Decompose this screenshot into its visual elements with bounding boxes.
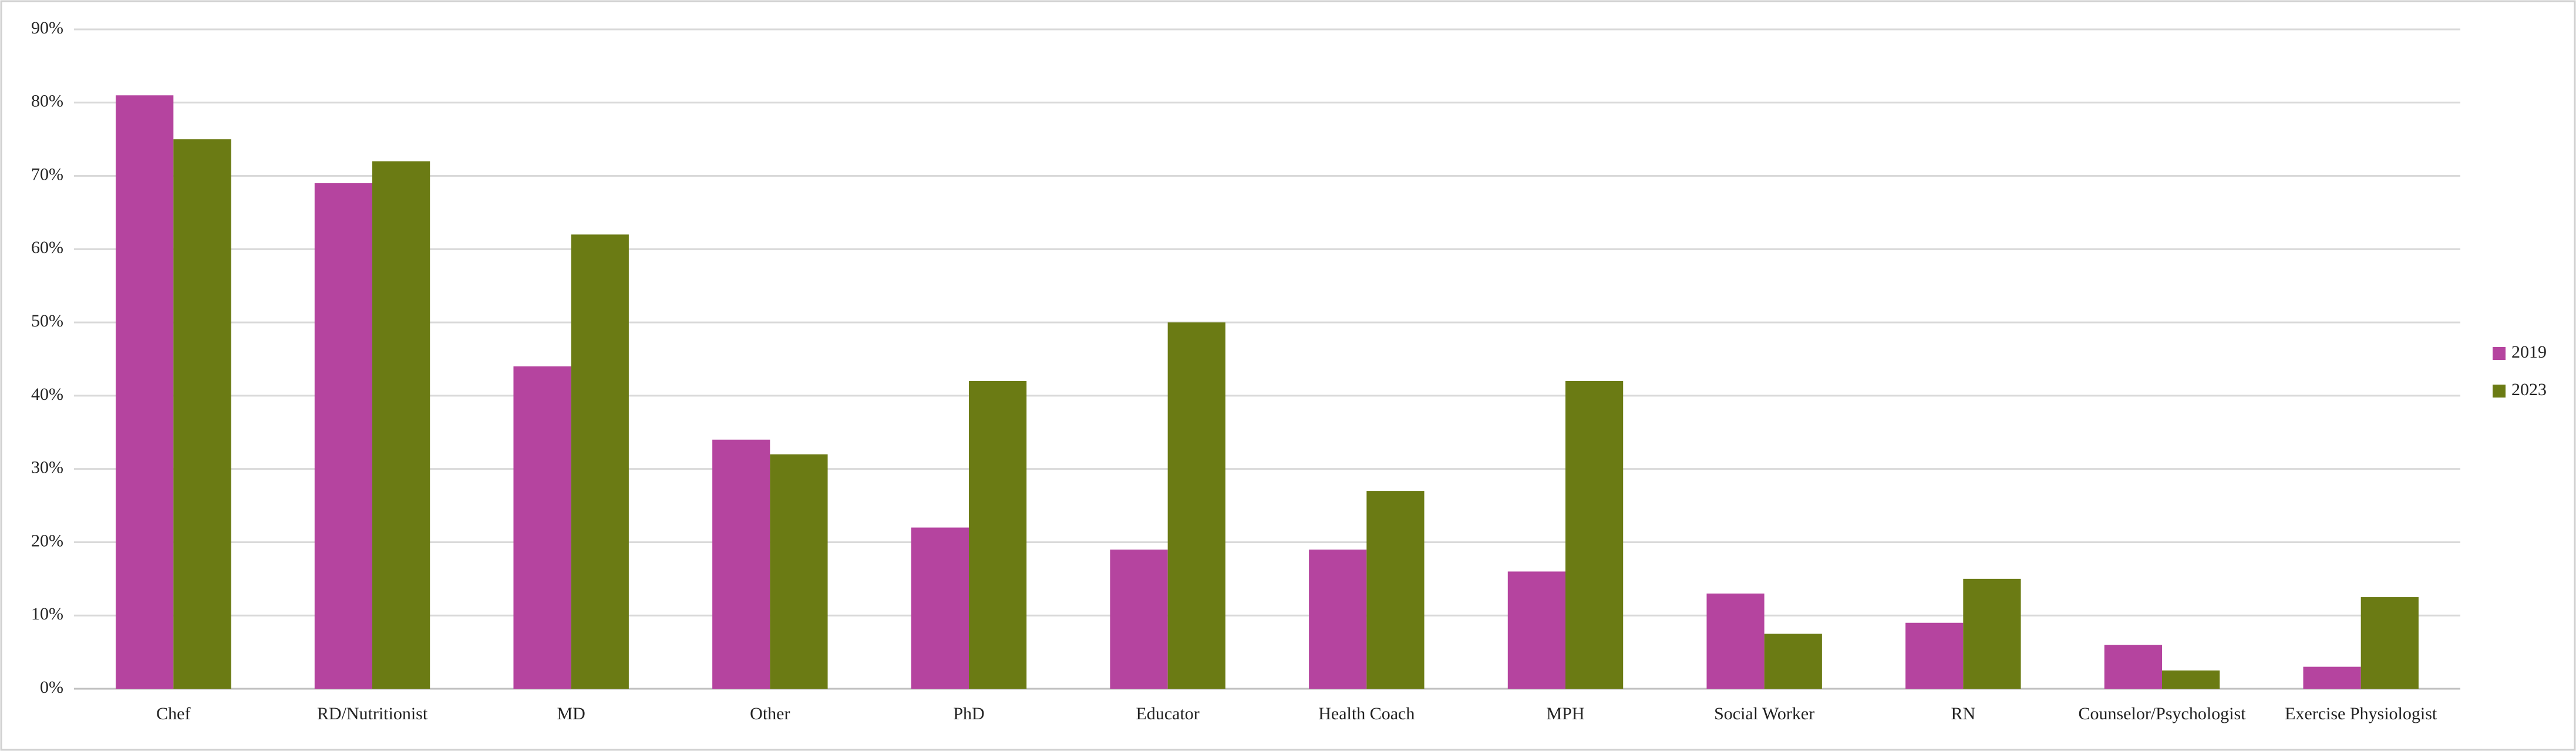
x-tick-label: Social Worker bbox=[1714, 704, 1814, 723]
bar bbox=[2104, 645, 2162, 689]
bar bbox=[1706, 593, 1765, 689]
bar bbox=[513, 366, 571, 689]
bar bbox=[1167, 322, 1225, 689]
legend-swatch bbox=[2493, 385, 2506, 398]
bar bbox=[1764, 634, 1822, 689]
y-tick-label: 80% bbox=[31, 92, 63, 111]
bar bbox=[1110, 549, 1168, 689]
bar bbox=[1963, 578, 2021, 689]
x-tick-label: MPH bbox=[1546, 704, 1584, 723]
bar bbox=[1309, 549, 1367, 689]
x-tick-label: PhD bbox=[953, 704, 984, 723]
bar bbox=[116, 95, 174, 689]
bar bbox=[2162, 670, 2220, 689]
bar bbox=[911, 527, 969, 689]
y-tick-label: 40% bbox=[31, 385, 63, 404]
y-tick-label: 10% bbox=[31, 604, 63, 624]
bar bbox=[1905, 622, 1964, 689]
bar bbox=[2303, 666, 2361, 689]
legend-label: 2019 bbox=[2511, 342, 2547, 362]
x-tick-label: Exercise Physiologist bbox=[2285, 704, 2437, 723]
legend-swatch bbox=[2493, 347, 2506, 360]
x-tick-label: Chef bbox=[156, 704, 190, 723]
x-tick-label: RD/Nutritionist bbox=[317, 704, 428, 723]
bar bbox=[1565, 380, 1624, 689]
x-tick-label: Counselor/Psychologist bbox=[2078, 704, 2246, 723]
bar bbox=[969, 380, 1027, 689]
bar bbox=[712, 439, 770, 689]
y-tick-label: 60% bbox=[31, 238, 63, 257]
bar bbox=[571, 234, 629, 689]
y-tick-label: 0% bbox=[40, 678, 63, 697]
x-tick-label: MD bbox=[557, 704, 585, 723]
x-tick-label: Health Coach bbox=[1318, 704, 1415, 723]
bar bbox=[314, 183, 372, 689]
legend-label: 2023 bbox=[2511, 380, 2547, 399]
bar bbox=[770, 454, 828, 689]
y-tick-label: 50% bbox=[31, 311, 63, 331]
bar bbox=[1507, 571, 1565, 689]
y-tick-label: 30% bbox=[31, 458, 63, 477]
y-tick-label: 90% bbox=[31, 18, 63, 38]
y-tick-label: 70% bbox=[31, 164, 63, 184]
bar bbox=[1366, 491, 1425, 689]
bar bbox=[173, 139, 231, 689]
bar bbox=[372, 161, 430, 689]
y-tick-label: 20% bbox=[31, 531, 63, 550]
x-tick-label: Educator bbox=[1136, 704, 1200, 723]
bar bbox=[2361, 597, 2419, 689]
x-tick-label: RN bbox=[1951, 704, 1975, 723]
x-tick-label: Other bbox=[750, 704, 790, 723]
